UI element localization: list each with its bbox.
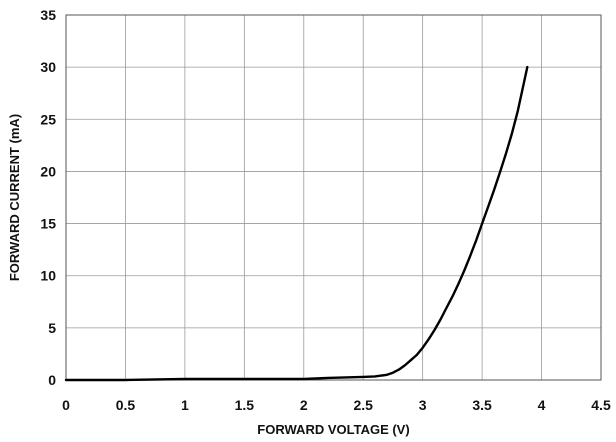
x-tick-label: 1.5: [235, 397, 255, 413]
y-tick-label: 5: [48, 320, 56, 336]
x-tick-label: 4.5: [591, 397, 611, 413]
x-tick-label: 0.5: [116, 397, 136, 413]
x-tick-label: 0: [62, 397, 70, 413]
x-axis-title: FORWARD VOLTAGE (V): [257, 422, 409, 437]
plot-frame: [65, 14, 602, 381]
x-tick-label: 3: [419, 397, 427, 413]
y-tick-labels: 0 5 10 15 20 25 30 35: [40, 7, 56, 388]
y-tick-label: 20: [40, 163, 56, 179]
y-tick-label: 15: [40, 216, 56, 232]
x-tick-labels: 0 0.5 1 1.5 2 2.5 3 3.5 4 4.5: [62, 397, 611, 413]
y-tick-label: 25: [40, 111, 56, 127]
series-line: [64, 65, 529, 382]
x-tick-label: 1: [181, 397, 189, 413]
series-layer: [64, 65, 529, 382]
x-tick-label: 4: [538, 397, 546, 413]
y-tick-label: 30: [40, 59, 56, 75]
y-axis-title: FORWARD CURRENT (mA): [7, 114, 22, 281]
x-tick-label: 2: [300, 397, 308, 413]
y-tick-label: 10: [40, 268, 56, 284]
y-tick-label: 35: [40, 7, 56, 23]
y-tick-label: 0: [48, 372, 56, 388]
x-tick-label: 2.5: [353, 397, 373, 413]
grid-lines: [66, 15, 601, 380]
x-tick-label: 3.5: [472, 397, 492, 413]
